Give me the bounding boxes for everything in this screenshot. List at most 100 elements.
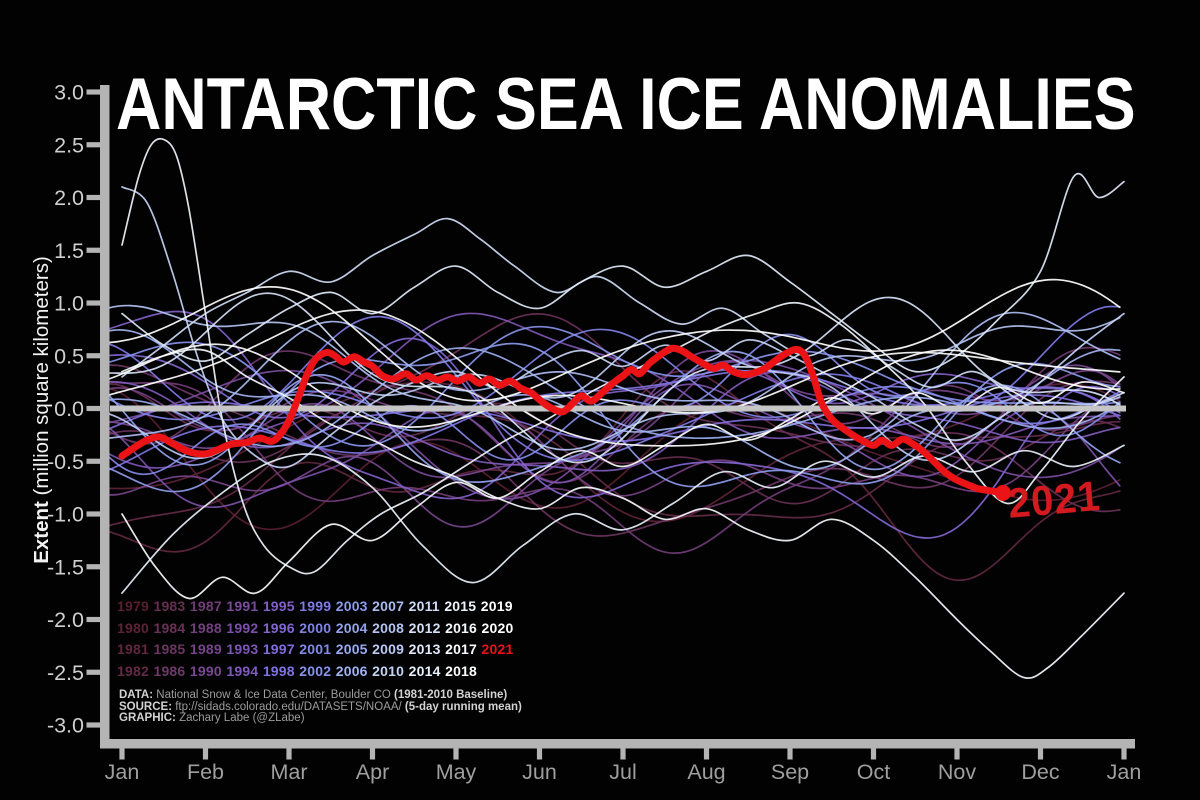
legend-year-1982: 1982	[117, 662, 149, 679]
legend-row: 1980 1984 1988 1992 1996 2000 2004 2008 2012 2016…	[117, 620, 513, 642]
legend-year-1983: 1983	[153, 598, 186, 614]
y-tick	[86, 669, 100, 675]
series-line-2004	[109, 350, 1121, 483]
x-tick-label: Mar	[270, 760, 307, 784]
credit-line: SOURCE: ftp://sidads.colorado.edu/DATASE…	[119, 700, 522, 713]
series-line-1996	[109, 337, 1121, 539]
legend-year-2002: 2002	[299, 662, 332, 679]
series-line-1983	[109, 382, 1121, 505]
y-tick	[86, 142, 100, 148]
legend-year-1995: 1995	[262, 598, 295, 614]
x-tick-label: Sep	[771, 760, 809, 784]
y-tick	[86, 511, 100, 517]
legend-year-2005: 2005	[335, 641, 368, 657]
x-tick	[453, 748, 459, 760]
legend-year-2009: 2009	[372, 641, 405, 657]
y-tick-label: 0.5	[54, 344, 84, 368]
x-tick	[369, 748, 376, 760]
series-line-2014	[121, 444, 1125, 594]
legend-year-2015: 2015	[444, 598, 477, 614]
credit-line: GRAPHIC: Zachary Labe (@ZLabe)	[119, 712, 305, 724]
legend-year-1979: 1979	[117, 598, 149, 614]
legend-year-1990: 1990	[189, 662, 222, 679]
legend-year-1998: 1998	[262, 662, 295, 679]
x-tick	[536, 748, 543, 760]
y-tick-label: -1.0	[47, 503, 84, 527]
y-tick	[86, 353, 100, 359]
credit-label: GRAPHIC:	[119, 712, 176, 724]
series-line-1982	[109, 405, 1121, 527]
x-axis-spine	[100, 739, 1135, 749]
x-tick	[119, 748, 125, 760]
series-line-2018	[109, 343, 1121, 428]
x-tick	[703, 748, 710, 760]
legend-year-1980: 1980	[117, 619, 149, 636]
y-tick-label: -1.5	[47, 555, 84, 579]
legend-year-2018: 2018	[445, 662, 478, 679]
legend-year-2013: 2013	[408, 641, 441, 657]
series-2021-end-dot	[994, 484, 1011, 501]
x-tick-label: Aug	[687, 760, 725, 784]
x-tick-label: Feb	[187, 760, 224, 784]
legend-year-1989: 1989	[189, 641, 222, 657]
legend-year-2006: 2006	[335, 662, 368, 679]
series-line-1980	[109, 381, 1121, 523]
legend-year-2020: 2020	[481, 619, 514, 636]
y-tick	[86, 247, 100, 253]
y-tick-label: 0.0	[54, 397, 84, 421]
legend-year-1996: 1996	[262, 619, 295, 636]
x-tick-label: Jul	[609, 760, 636, 784]
series-line-2015	[121, 137, 1125, 575]
legend: 1979 1983 1987 1991 1995 1999 2003 2007 2011 2015…	[117, 598, 513, 684]
y-tick-label: 1.5	[54, 239, 84, 263]
x-tick	[202, 748, 209, 760]
legend-year-1985: 1985	[153, 641, 186, 657]
series-line-1987	[109, 380, 1121, 554]
y-tick-label: 2.0	[54, 186, 84, 210]
legend-year-2010: 2010	[372, 662, 405, 679]
y-tick-label: -2.0	[47, 608, 84, 632]
legend-year-1988: 1988	[189, 619, 222, 636]
series-line-2019	[109, 278, 1121, 402]
legend-year-1999: 1999	[299, 598, 332, 614]
legend-row: 1981 1985 1989 1993 1997 2001 2005 2009 2013 2017…	[117, 641, 513, 663]
legend-year-1992: 1992	[226, 619, 259, 636]
legend-year-2017: 2017	[445, 641, 478, 657]
legend-year-2004: 2004	[335, 619, 368, 636]
x-tick	[286, 748, 292, 760]
y-tick-label: -3.0	[47, 714, 84, 738]
y-tick	[86, 89, 100, 95]
y-axis-title-units: (million square kilometers)	[30, 256, 53, 502]
legend-year-2019: 2019	[480, 598, 513, 614]
y-tick	[86, 300, 100, 306]
legend-year-1986: 1986	[153, 662, 186, 679]
y-tick-label: 3.0	[54, 81, 84, 105]
credit-label: DATA:	[119, 689, 154, 701]
y-tick	[86, 564, 100, 570]
series-line-1986	[109, 346, 1121, 484]
y-axis-spine	[100, 85, 110, 748]
legend-year-1991: 1991	[226, 598, 259, 614]
legend-year-2012: 2012	[408, 619, 441, 636]
credit-bold-note: (1981-2010 Baseline)	[394, 689, 508, 701]
legend-year-1997: 1997	[262, 641, 295, 657]
series-line-2012	[109, 292, 1121, 464]
x-tick-label: Jun	[522, 760, 557, 784]
legend-year-1993: 1993	[226, 641, 259, 657]
x-tick	[870, 748, 877, 760]
series-line-2008	[109, 304, 1121, 451]
y-tick	[86, 458, 100, 464]
series-line-1991	[109, 359, 1121, 500]
x-tick	[787, 748, 793, 760]
series-line-2002	[109, 325, 1121, 447]
axes-group: 3.0 2.5 2.0 1.5 1.0 0.5 0.0 -0.5 -1.0 -1.5 -2.0 -2.…	[47, 81, 1141, 785]
series-line-2005	[109, 347, 1121, 448]
credits: DATA: National Snow & Ice Data Center, B…	[119, 689, 522, 725]
y-tick-label: -0.5	[47, 450, 84, 474]
x-tick	[954, 748, 960, 760]
series-line-2011	[121, 217, 1125, 420]
series-line-1993	[109, 312, 1121, 469]
y-tick-label: -2.5	[47, 661, 84, 685]
x-tick-label: Nov	[938, 760, 976, 784]
